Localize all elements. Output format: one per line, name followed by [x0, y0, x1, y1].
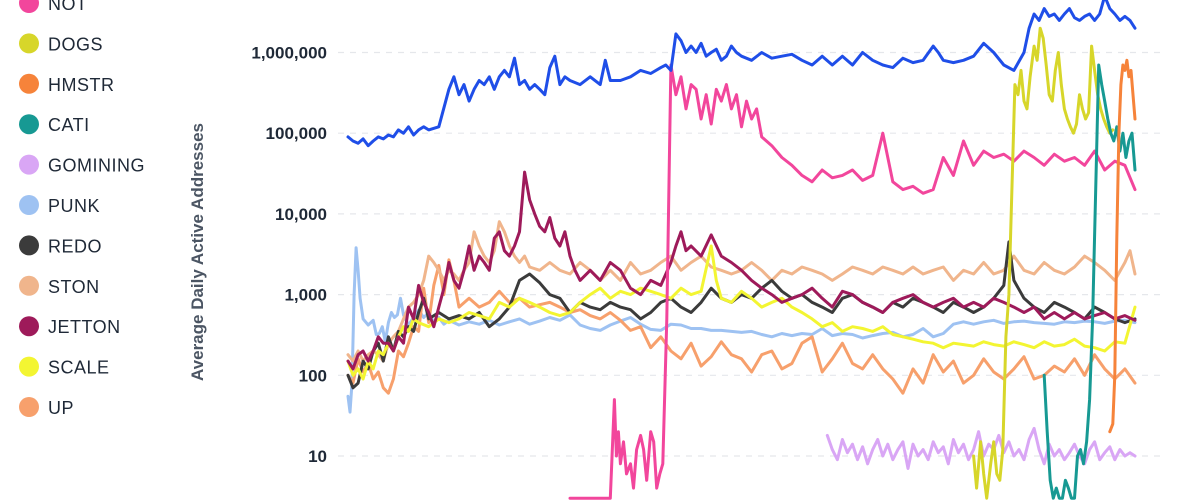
series-line-not: [568, 63, 1137, 500]
legend-label: HMSTR: [48, 75, 115, 95]
legend-item-scale[interactable]: SCALE: [19, 356, 110, 378]
y-tick-label: 100,000: [266, 124, 327, 143]
legend-swatch: [19, 316, 39, 337]
legend-item-hmstr[interactable]: HMSTR: [19, 73, 115, 95]
legend-item-gomining[interactable]: GOMINING: [19, 154, 145, 176]
legend-label: GOMINING: [48, 156, 145, 176]
legend-swatch: [19, 73, 39, 94]
legend-swatch: [19, 275, 39, 296]
legend-label: NOT: [48, 0, 88, 14]
legend-swatch: [19, 195, 39, 215]
y-axis-title: Average Daily Active Addresses: [188, 123, 207, 381]
series-line-redo: [346, 240, 1137, 390]
legend: NOT DOGS HMSTR CATI GOMINING PUNK REDO STON JETT…: [19, 0, 145, 418]
legend-swatch: [19, 114, 39, 135]
series-line-hmstr: [1108, 58, 1137, 434]
y-axis-tick-labels: 10 100 1,000 10,000 100,000 1,000,000: [251, 44, 327, 467]
y-tick-label: 100: [299, 366, 327, 385]
legend-swatch: [19, 33, 39, 54]
legend-item-not[interactable]: NOT: [19, 0, 88, 14]
legend-item-ston[interactable]: STON: [19, 275, 100, 297]
legend-label: CATI: [48, 115, 90, 135]
legend-item-cati[interactable]: CATI: [19, 114, 90, 135]
legend-label: JETTON: [48, 317, 121, 337]
legend-label: SCALE: [48, 358, 110, 378]
series-line-punk: [346, 246, 1137, 414]
series-lines: [346, 0, 1137, 500]
legend-item-dogs[interactable]: DOGS: [19, 33, 103, 54]
legend-item-punk[interactable]: PUNK: [19, 195, 100, 216]
y-tick-label: 10: [308, 447, 327, 466]
series-line-jetton: [346, 170, 1137, 371]
legend-swatch: [19, 397, 39, 417]
legend-label: REDO: [48, 236, 102, 256]
y-tick-label: 1,000: [284, 286, 327, 305]
series-line-ston: [346, 220, 1137, 363]
legend-label: STON: [48, 277, 100, 297]
series-line-up: [346, 258, 1137, 395]
series-line-dogs: [972, 26, 1115, 500]
legend-swatch: [19, 0, 39, 13]
legend-swatch: [19, 235, 39, 256]
legend-label: UP: [48, 398, 74, 418]
legend-swatch: [19, 154, 39, 175]
legend-item-redo[interactable]: REDO: [19, 235, 102, 256]
y-tick-label: 1,000,000: [251, 44, 327, 63]
series-line-scale: [346, 244, 1137, 381]
series-line-blue: [346, 0, 1137, 148]
y-tick-label: 10,000: [275, 205, 327, 224]
legend-item-jetton[interactable]: JETTON: [19, 316, 121, 337]
legend-label: DOGS: [48, 34, 103, 54]
legend-swatch: [19, 356, 39, 377]
series-line-cati: [1042, 63, 1137, 500]
legend-label: PUNK: [48, 196, 100, 216]
legend-item-up[interactable]: UP: [19, 397, 74, 418]
